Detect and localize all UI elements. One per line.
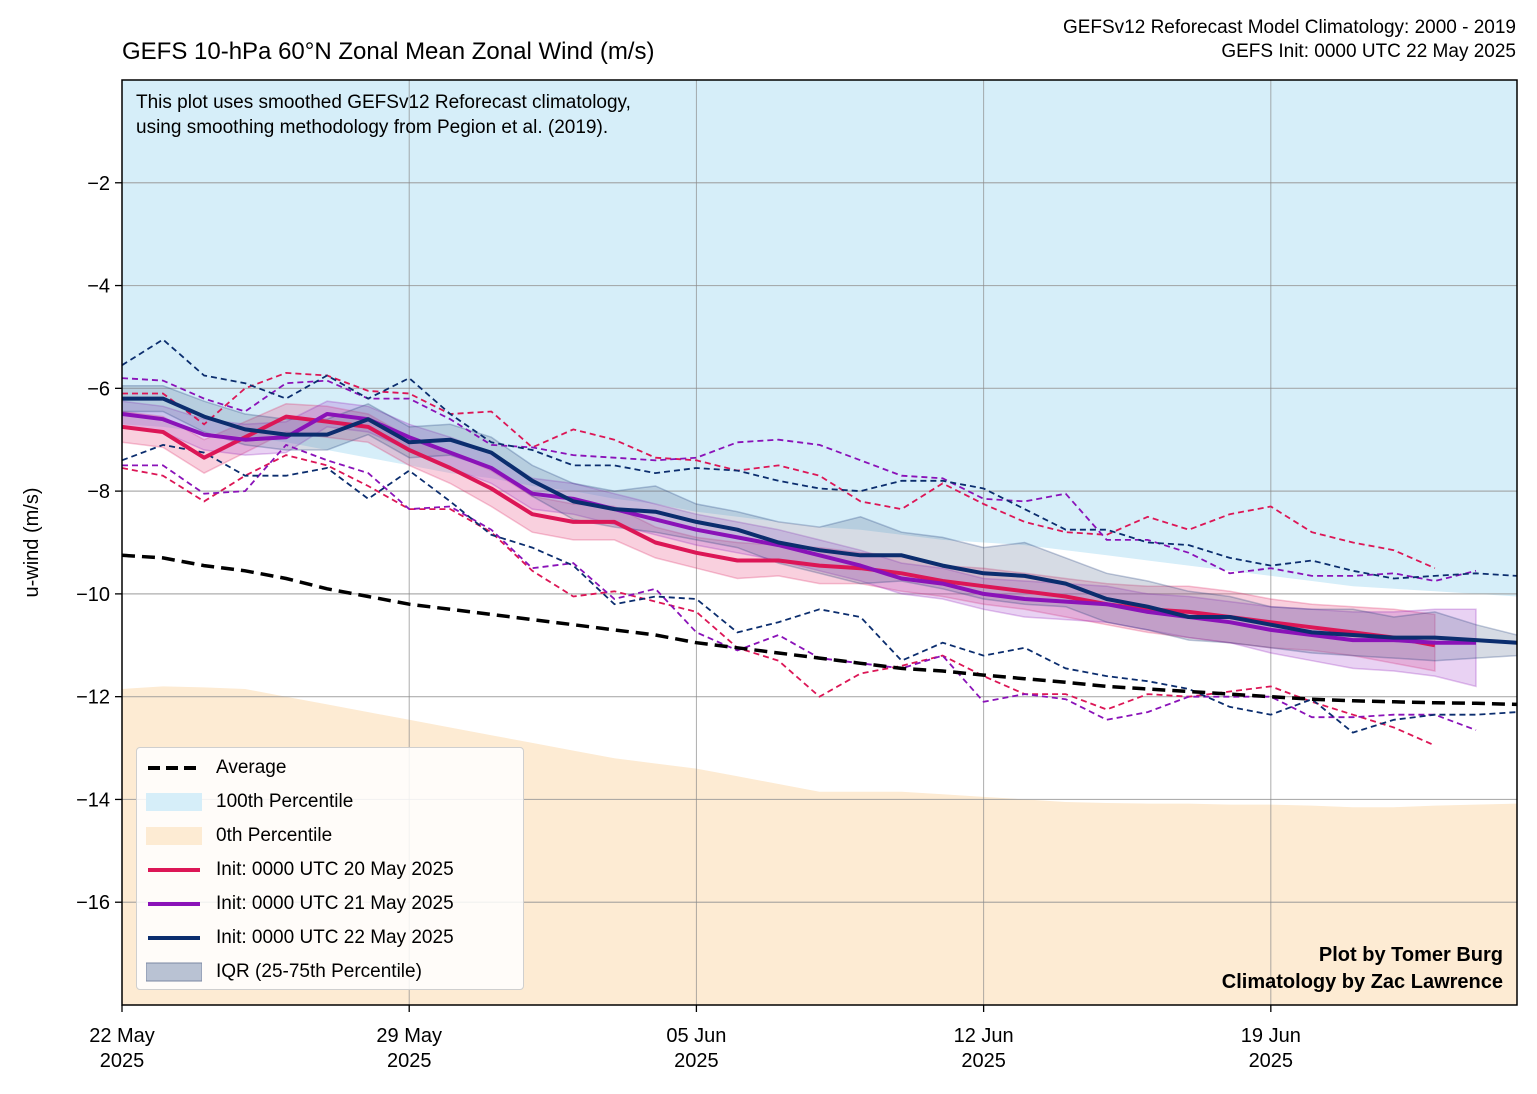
legend: Average 100th Percentile 0th Percentile Ini… <box>136 747 524 990</box>
note-line-1: This plot uses smoothed GEFSv12 Reforeca… <box>136 92 631 113</box>
legend-swatch <box>146 962 202 982</box>
legend-label: Init: 0000 UTC 22 May 2025 <box>216 927 454 948</box>
legend-label: IQR (25-75th Percentile) <box>216 961 422 982</box>
legend-item: Init: 0000 UTC 22 May 2025 <box>137 921 523 955</box>
legend-label: Init: 0000 UTC 20 May 2025 <box>216 859 454 880</box>
y-tick-label: −4 <box>87 276 110 298</box>
legend-swatch <box>146 827 202 845</box>
legend-patch <box>146 962 202 982</box>
credit-text: Plot by Tomer Burg Climatology by Zac La… <box>1222 942 1503 996</box>
max-line-2 <box>122 377 1477 582</box>
legend-swatch <box>146 793 202 811</box>
plot-frame <box>121 79 1518 1006</box>
x-tick-label-year: 2025 <box>100 1050 145 1072</box>
legend-item: Init: 0000 UTC 21 May 2025 <box>137 887 523 921</box>
legend-label: Average <box>216 757 287 778</box>
subtitle-line-2: GEFS Init: 0000 UTC 22 May 2025 <box>1221 41 1516 62</box>
x-tick-label: 29 May <box>376 1025 442 1047</box>
subtitle-line-1: GEFSv12 Reforecast Model Climatology: 20… <box>1062 17 1516 38</box>
x-tick-label: 19 Jun <box>1241 1025 1301 1047</box>
legend-swatch <box>148 868 200 872</box>
chart-subtitle: GEFSv12 Reforecast Model Climatology: 20… <box>1063 16 1516 64</box>
legend-swatch <box>148 902 200 906</box>
legend-swatch <box>148 936 200 940</box>
legend-item: IQR (25-75th Percentile) <box>137 955 523 989</box>
legend-item: 100th Percentile <box>137 785 523 819</box>
y-tick-label: −8 <box>87 481 110 503</box>
legend-swatch <box>148 766 200 770</box>
x-tick-label-year: 2025 <box>961 1050 1006 1072</box>
y-axis-label: u-wind (m/s) <box>21 487 43 597</box>
legend-label: Init: 0000 UTC 21 May 2025 <box>216 893 454 914</box>
x-tick-label-year: 2025 <box>387 1050 432 1072</box>
y-tick-label: −12 <box>76 687 110 709</box>
x-tick-label-year: 2025 <box>1249 1050 1294 1072</box>
legend-label: 0th Percentile <box>216 825 333 846</box>
note-line-2: using smoothing methodology from Pegion … <box>136 117 609 138</box>
chart-title: GEFS 10-hPa 60°N Zonal Mean Zonal Wind (… <box>122 38 655 65</box>
legend-item: 0th Percentile <box>137 819 523 853</box>
y-tick-label: −14 <box>76 789 110 811</box>
min-line-3 <box>122 443 1517 734</box>
legend-patch <box>146 827 202 845</box>
min-line-1 <box>122 454 1436 747</box>
credit-line-1: Plot by Tomer Burg <box>1318 944 1503 966</box>
iqr-band-2 <box>122 400 1477 688</box>
mean-line-2 <box>122 412 1476 645</box>
methodology-note: This plot uses smoothed GEFSv12 Reforeca… <box>136 90 631 140</box>
x-tick-label-year: 2025 <box>674 1050 719 1072</box>
y-tick-label: −16 <box>76 892 110 914</box>
legend-patch <box>146 793 202 811</box>
credit-line-2: Climatology by Zac Lawrence <box>1221 971 1503 993</box>
x-tick-label: 12 Jun <box>954 1025 1014 1047</box>
percentile-100-area <box>122 80 1517 597</box>
average-line <box>122 553 1517 707</box>
legend-item: Init: 0000 UTC 20 May 2025 <box>137 853 523 887</box>
legend-item: Average <box>137 751 523 785</box>
y-tick-label: −10 <box>76 584 110 606</box>
mean-line-3 <box>122 396 1517 645</box>
max-line-3 <box>122 338 1517 580</box>
x-tick-label: 22 May <box>89 1025 155 1047</box>
max-line-1 <box>122 371 1436 570</box>
legend-label: 100th Percentile <box>216 791 354 812</box>
x-tick-label: 05 Jun <box>666 1025 726 1047</box>
y-tick-label: −6 <box>87 378 110 400</box>
y-tick-label: −2 <box>87 173 110 195</box>
